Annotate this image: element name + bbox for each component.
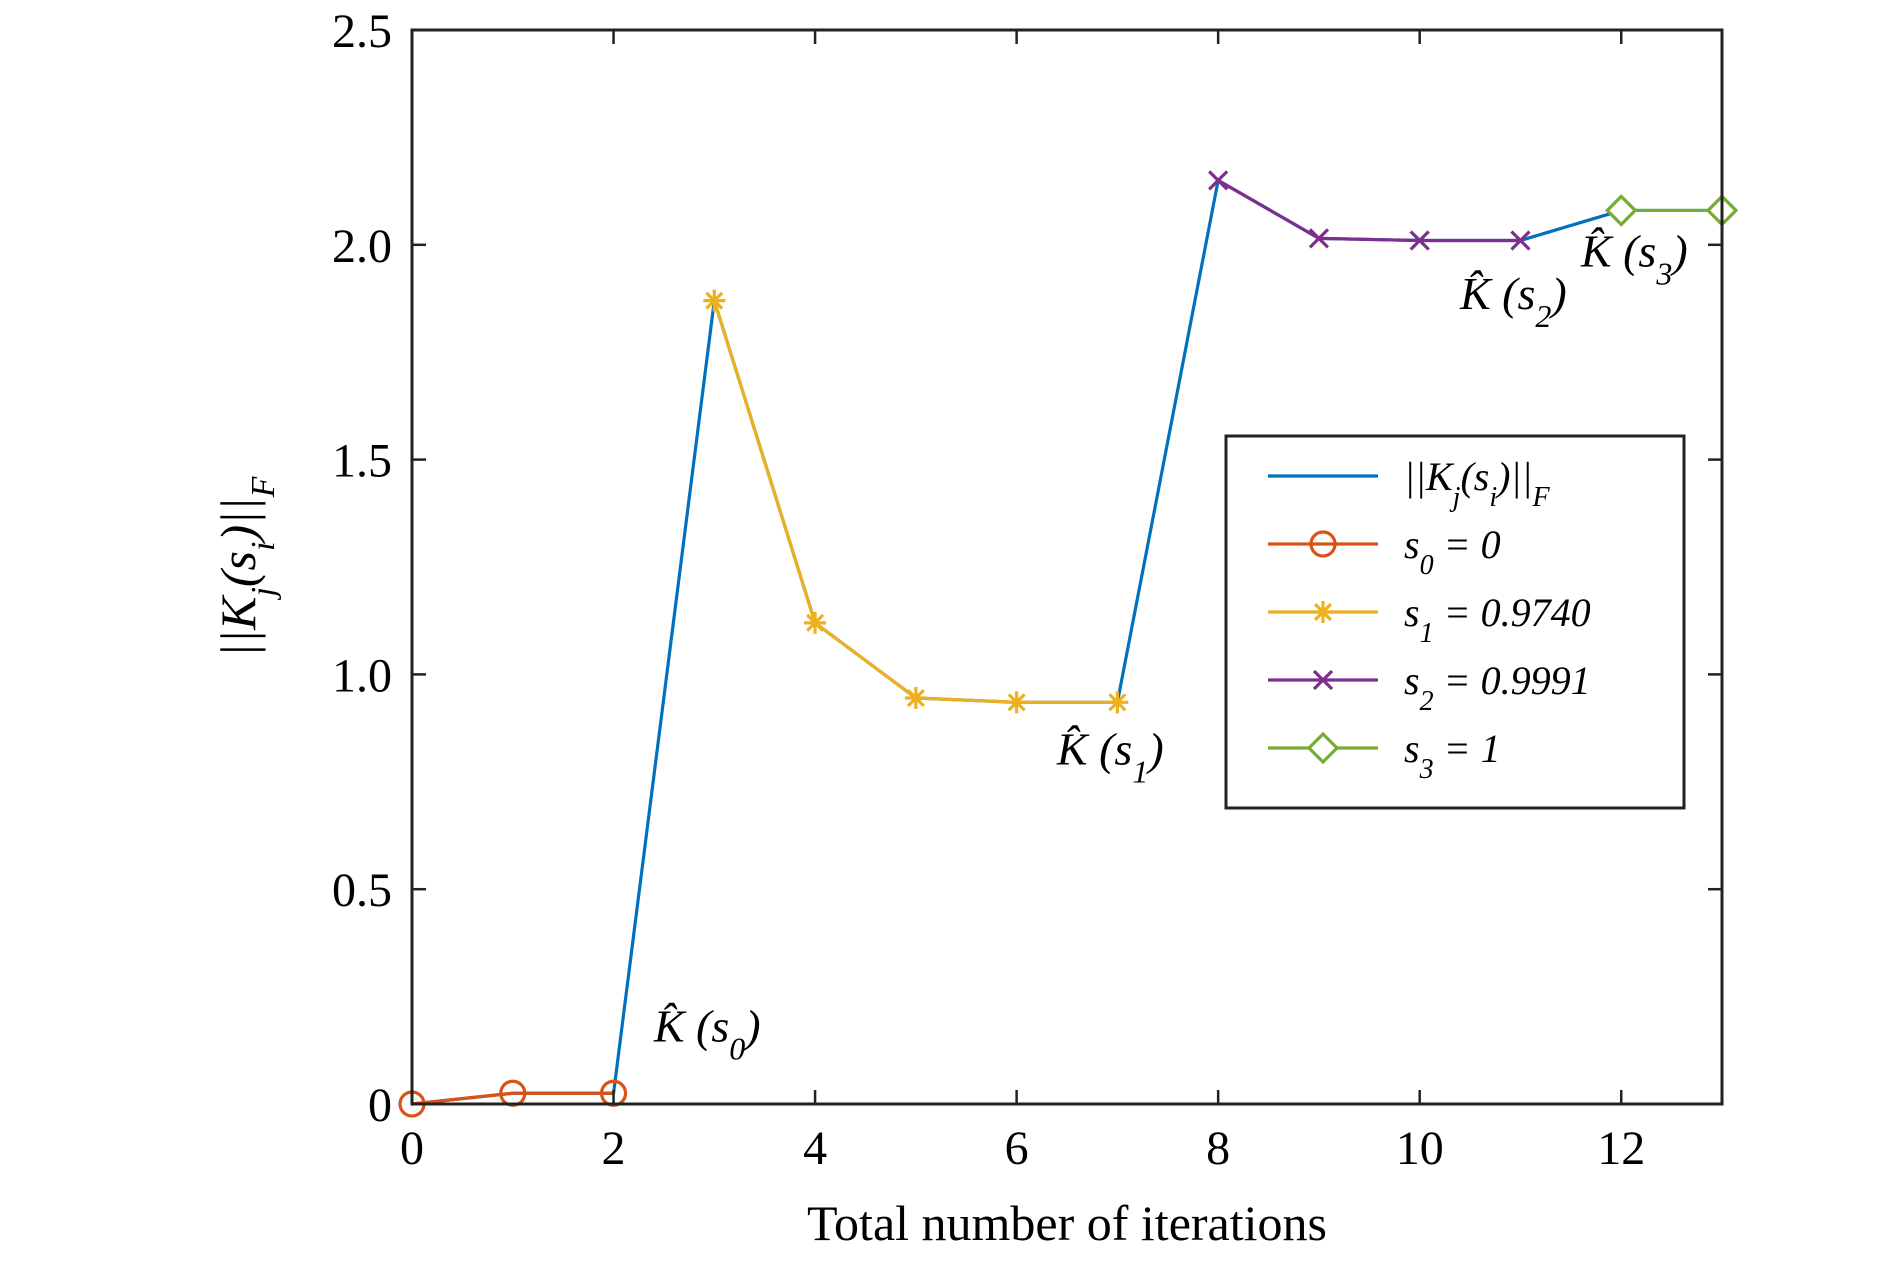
annotation-label-3: K̂ (s3) [1580,225,1688,291]
legend-marker [1309,530,1337,558]
x-tick-label: 12 [1597,1122,1645,1175]
data-point-3-1 [1308,228,1330,249]
annotation-layer: K̂ (s0) K̂ (s1) K̂ (s2)K̂ (s3) [653,225,1688,1066]
x-tick-label: 2 [602,1122,626,1175]
legend-label: s2 = 0.9991 [1404,658,1591,717]
annotation-label-2: K̂ (s2) [1459,268,1567,334]
ticks-layer: 0 2 4 6 8 10 12 0 0.5 1.0 1.5 2.0 2.5 [332,5,1722,1175]
legend: ||Kj(si)||F s0 = 0 s1 = 0.9740 s2 = 0.9991 s… [1224,434,1686,810]
y-tick-label: 0.5 [332,864,392,917]
legend-entry-s-1-0-9740: s1 = 0.9740 [1268,590,1591,649]
data-point-3-2 [1409,230,1430,251]
x-tick-label: 10 [1396,1122,1444,1175]
data-point-2-2 [904,687,927,710]
y-tick-label: 1.0 [332,649,392,702]
series-s-1-0-9740 [703,289,1129,714]
series-line-1 [411,1091,614,1106]
data-point-2-4 [1106,691,1129,714]
y-tick-label: 1.5 [332,435,392,488]
data-point-2-0 [703,289,726,312]
legend-marker [1306,731,1340,765]
x-axis-label: Total number of iterations [807,1195,1327,1251]
legend-label: ||Kj(si)||F [1404,454,1550,513]
legend-entry-s-2-0-9991: s2 = 0.9991 [1268,658,1591,717]
x-tick-label: 8 [1206,1122,1230,1175]
data-point-3-0 [1208,170,1229,191]
x-tick-label: 4 [803,1122,827,1175]
y-axis-label: ||Kj(si)||F [210,475,282,657]
x-tick-label: 6 [1005,1122,1029,1175]
legend-label: s1 = 0.9740 [1404,590,1591,649]
data-point-2-3 [1005,691,1028,714]
legend-marker [1312,669,1334,691]
series-line-3 [1217,178,1521,243]
data-point-3-3 [1510,230,1531,251]
legend-marker [1312,601,1334,623]
y-tick-label: 2.0 [332,220,392,273]
legend-entry-s-0-0: s0 = 0 [1268,522,1501,581]
annotation-label-1: K̂ (s1) [1056,724,1164,790]
y-tick-label: 0 [368,1079,392,1132]
legend-box [1224,434,1686,810]
data-point-4-0 [1604,194,1638,227]
plot-frame [410,28,1724,1106]
y-tick-label: 2.5 [332,5,392,58]
legend-entry-k-j-s-i-f: ||Kj(si)||F [1268,454,1550,513]
data-point-2-1 [804,611,827,634]
series-s-2-0-9991 [1208,170,1531,251]
annotation-label-0: K̂ (s0) [653,1001,761,1067]
legend-label: s0 = 0 [1404,522,1501,581]
x-tick-label: 0 [400,1122,424,1175]
legend-entry-s-3-1: s3 = 1 [1268,726,1501,785]
legend-label: s3 = 1 [1404,726,1501,785]
